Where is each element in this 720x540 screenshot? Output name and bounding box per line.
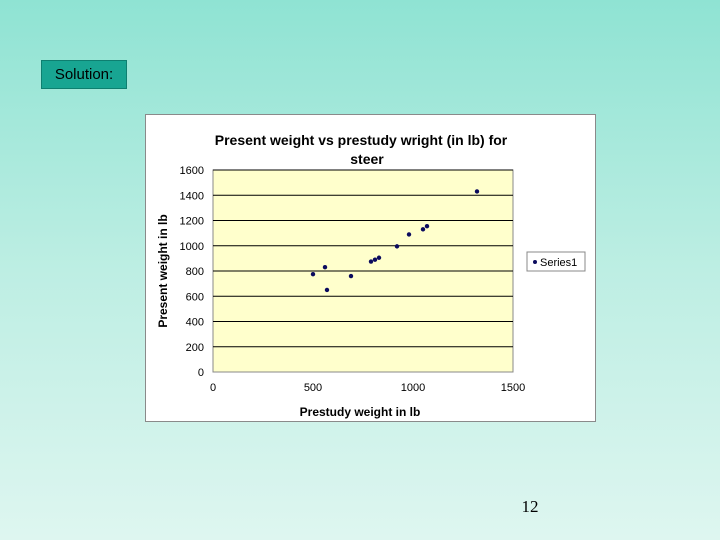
- data-point: [420, 227, 426, 232]
- legend-marker: [533, 260, 537, 264]
- x-axis-label: Prestudy weight in lb: [300, 405, 421, 419]
- chart-title: Present weight vs prestudy wright (in lb…: [215, 132, 508, 167]
- y-tick-label: 0: [198, 367, 204, 379]
- data-point: [310, 271, 316, 277]
- solution-label: Solution:: [41, 60, 127, 89]
- gridlines: [213, 169, 513, 348]
- data-point: [394, 244, 400, 249]
- chart-svg: Present weight vs prestudy wright (in lb…: [156, 132, 586, 419]
- y-tick-label: 1000: [180, 241, 204, 253]
- x-axis-tick-labels: 0 500 1000 1500: [210, 382, 525, 394]
- x-tick-label: 0: [210, 382, 216, 394]
- x-tick-label: 500: [304, 382, 322, 394]
- x-tick-label: 1500: [501, 382, 525, 394]
- data-point: [348, 273, 354, 279]
- scatter-chart: Present weight vs prestudy wright (in lb…: [145, 114, 596, 422]
- x-tick-label: 1000: [401, 382, 425, 394]
- data-point: [324, 287, 330, 293]
- legend-entry: Series1: [540, 257, 577, 269]
- data-point: [376, 255, 382, 260]
- y-axis-label: Present weight in lb: [156, 214, 170, 327]
- y-tick-label: 600: [186, 291, 204, 303]
- legend: Series1: [526, 251, 586, 272]
- y-tick-label: 1400: [180, 190, 204, 202]
- y-tick-label: 800: [186, 266, 204, 278]
- data-points: [310, 189, 480, 293]
- page-number: 12: [521, 497, 539, 516]
- y-tick-label: 1200: [180, 216, 204, 228]
- y-tick-label: 200: [186, 342, 204, 354]
- data-point: [406, 232, 412, 237]
- data-point: [322, 265, 328, 270]
- y-axis-tick-labels: 0 200 400 600 800 1000 1200 1400 1600: [180, 165, 204, 379]
- data-point: [474, 189, 480, 194]
- y-tick-label: 400: [186, 317, 204, 329]
- y-tick-label: 1600: [180, 165, 204, 177]
- legend-box: [526, 251, 586, 272]
- data-point: [424, 223, 430, 229]
- data-point: [372, 257, 378, 262]
- chart-title-line: Present weight vs prestudy wright (in lb…: [215, 132, 508, 148]
- chart-title-line: steer: [350, 151, 384, 167]
- solution-label-text: Solution:: [54, 66, 114, 83]
- data-point: [368, 259, 374, 264]
